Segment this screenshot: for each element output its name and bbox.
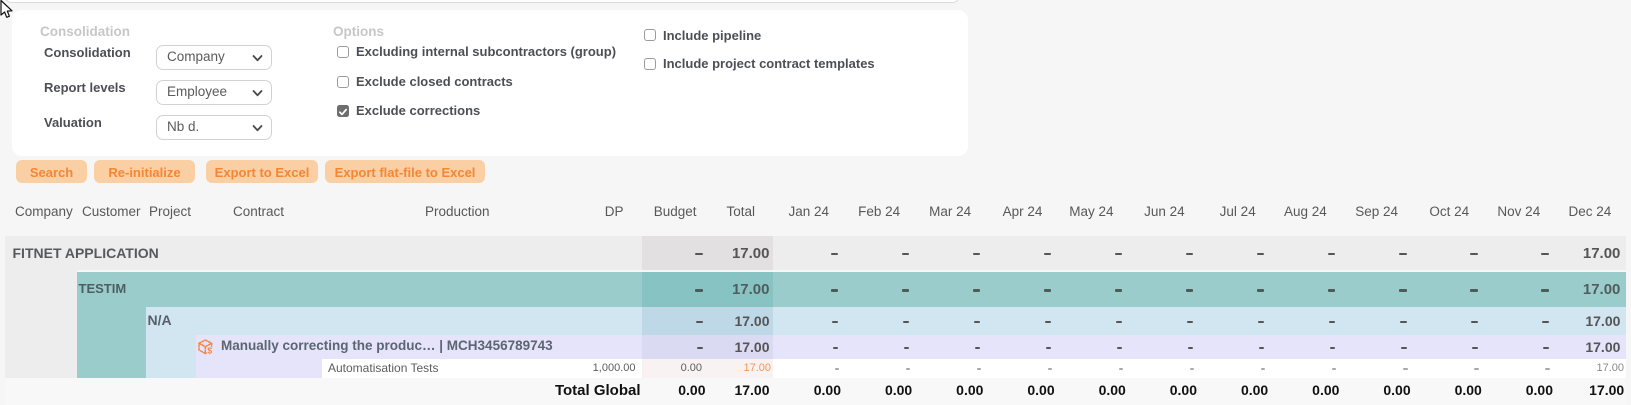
svg-text:$: $ [207, 345, 212, 355]
